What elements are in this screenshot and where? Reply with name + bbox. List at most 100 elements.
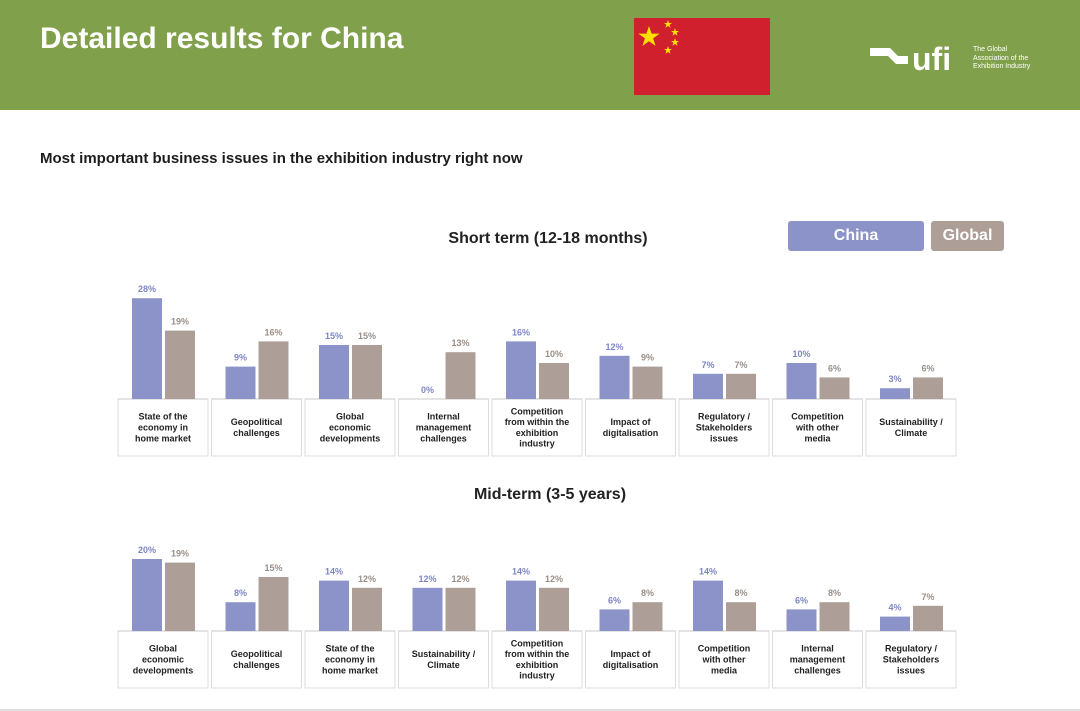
bar-china <box>319 580 349 631</box>
category-label-line: industry <box>519 439 555 449</box>
page-title: Detailed results for China <box>40 22 404 55</box>
category-label: Regulatory / Stakeholders issues <box>696 412 753 444</box>
data-label-china: 14% <box>512 567 530 577</box>
legend-global: Global <box>931 221 1004 251</box>
data-label-china: 0% <box>421 385 434 395</box>
category-label: Global economic developments <box>133 644 194 676</box>
data-label-china: 14% <box>325 567 343 577</box>
category-label-line: home market <box>322 665 378 675</box>
data-label-global: 8% <box>828 588 841 598</box>
category-label-line: Internal <box>801 644 834 654</box>
category-label-box <box>491 398 583 457</box>
bar-global <box>819 602 850 631</box>
data-label-global: 15% <box>264 563 282 573</box>
data-label-global: 10% <box>545 349 563 359</box>
data-label-china: 3% <box>888 374 901 384</box>
category-label-line: industry <box>519 671 555 681</box>
category-label-line: exhibition <box>516 660 559 670</box>
bar-group: 4% 7% Regulatory / Stakeholders issues <box>865 592 957 689</box>
bar-global <box>445 352 476 399</box>
bar-china <box>132 559 162 631</box>
china-flag-icon <box>634 18 770 95</box>
category-label-box <box>585 398 676 457</box>
bar-group: 14% 12% Competition from within the exhibiti… <box>491 567 583 689</box>
category-label-line: developments <box>133 665 194 675</box>
bar-global <box>819 377 850 399</box>
category-label-box <box>117 398 209 457</box>
data-label-china: 12% <box>605 342 623 352</box>
category-label: Competition with other media <box>791 412 844 444</box>
category-label-line: economic <box>329 423 371 433</box>
data-label-china: 20% <box>138 545 156 555</box>
bar-group: 14% 8% Competition with other media <box>678 567 770 689</box>
data-label-china: 6% <box>608 595 621 605</box>
bar-group: 20% 19% Global economic developments <box>117 545 209 689</box>
section-subtitle: Most important business issues in the ex… <box>40 150 523 167</box>
data-label-china: 6% <box>795 595 808 605</box>
bar-global <box>258 577 289 631</box>
bar-china <box>880 388 910 399</box>
category-label-line: exhibition <box>516 428 559 438</box>
category-label-line: Competition <box>511 406 564 416</box>
bar-china <box>132 298 162 399</box>
data-label-china: 8% <box>234 588 247 598</box>
category-label: Impact of digitalisation <box>603 649 659 670</box>
category-label: Internal management challenges <box>416 412 472 444</box>
category-label: Sustainability / Climate <box>879 417 943 438</box>
category-label: Geopolitical challenges <box>231 649 283 670</box>
bar-group: 8% 15% Geopolitical challenges <box>211 563 302 689</box>
category-label-line: issues <box>710 433 738 443</box>
bar-group: 9% 16% Geopolitical challenges <box>211 327 302 457</box>
category-label-line: digitalisation <box>603 660 659 670</box>
data-label-global: 7% <box>734 360 747 370</box>
category-label-line: Internal <box>427 412 460 422</box>
data-label-global: 8% <box>641 588 654 598</box>
bar-group: 16% 10% Competition from within the exhibiti… <box>491 327 583 457</box>
category-label-line: management <box>416 423 472 433</box>
category-label-box <box>772 630 863 689</box>
bar-china <box>225 366 256 399</box>
bar-global <box>913 377 943 399</box>
bar-china <box>786 363 817 399</box>
category-label-line: developments <box>320 433 381 443</box>
category-label-box <box>865 398 957 457</box>
category-label: Impact of digitalisation <box>603 417 659 438</box>
bar-china <box>786 609 817 631</box>
category-label: State of the economy in home market <box>322 644 378 676</box>
chart-title-short-term: Short term (12-18 months) <box>448 230 648 247</box>
bar-group: 7% 7% Regulatory / Stakeholders issues <box>678 360 770 457</box>
data-label-china: 10% <box>792 349 810 359</box>
category-label-line: economy in <box>325 655 375 665</box>
category-label-line: Impact of <box>610 417 651 427</box>
data-label-global: 12% <box>358 574 376 584</box>
data-label-global: 6% <box>828 363 841 373</box>
footer-divider <box>0 709 1080 711</box>
bar-global <box>539 587 569 631</box>
category-label-line: challenges <box>233 660 280 670</box>
data-label-global: 6% <box>921 363 934 373</box>
chart-title-mid-term: Mid-term (3-5 years) <box>473 486 627 503</box>
category-label: Internal management challenges <box>790 644 846 676</box>
bar-global <box>352 587 382 631</box>
data-label-global: 9% <box>641 353 654 363</box>
data-label-global: 12% <box>451 574 469 584</box>
bar-china <box>880 616 910 631</box>
bar-china <box>319 345 349 399</box>
logo-tagline: The Global Association of the Exhibition… <box>973 46 1063 72</box>
category-label-line: management <box>790 655 846 665</box>
data-label-china: 28% <box>138 284 156 294</box>
header-banner: Detailed results for China ufi The Globa… <box>0 0 1080 110</box>
bar-global <box>632 366 663 399</box>
category-label-line: economic <box>142 655 184 665</box>
bar-china <box>599 355 630 399</box>
bar-global <box>352 345 382 399</box>
bar-global <box>445 587 476 631</box>
category-label-box <box>117 630 209 689</box>
category-label-box <box>211 630 302 689</box>
bar-group: 10% 6% Competition with other media <box>772 349 863 457</box>
category-label: Competition from within the exhibition indu… <box>505 638 570 680</box>
category-label-box <box>865 630 957 689</box>
category-label-line: Regulatory / <box>885 644 938 654</box>
category-label-line: challenges <box>420 433 467 443</box>
category-label-box <box>304 630 396 689</box>
